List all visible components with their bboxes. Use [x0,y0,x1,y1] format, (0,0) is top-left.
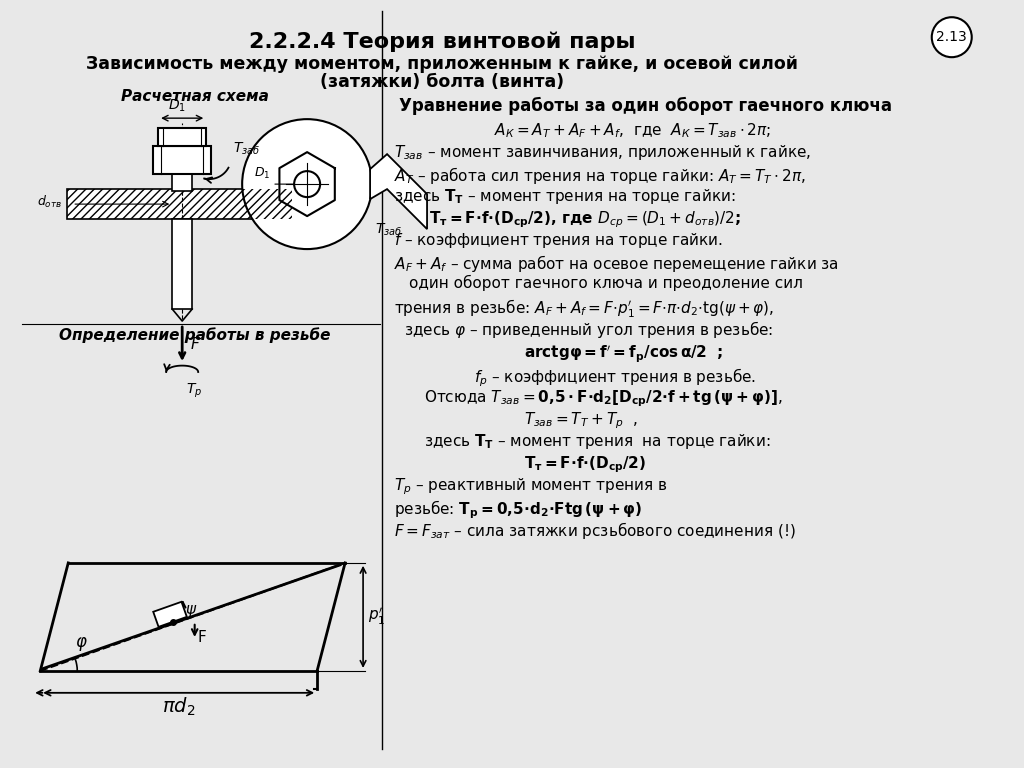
Text: $F = F_{зат}$ – сила затяжки рсзьбового соединения (!): $F = F_{зат}$ – сила затяжки рсзьбового … [394,520,796,541]
Circle shape [294,171,321,197]
Text: $d_{отв}$: $d_{отв}$ [37,194,62,210]
Bar [172,174,193,191]
Text: $A_К = A_Т + A_F + A_f$,  где  $A_К = T_{зав} \cdot 2\pi$;: $A_К = A_Т + A_F + A_f$, где $A_К = T_{з… [494,121,771,140]
Text: Зависимость между моментом, приложенным к гайке, и осевой силой: Зависимость между моментом, приложенным … [86,55,798,73]
Text: $F$: $F$ [190,336,201,352]
Text: трения в резьбе: $A_F + A_f = F{\cdot}p_1' = F{\cdot}\pi{\cdot}d_2{\cdot}\mathrm: трения в резьбе: $A_F + A_f = F{\cdot}p_… [394,297,774,319]
Text: резьбе: $\mathbf{T_р = 0{,}5{\cdot}d_2{\cdot}Ftg\,(\psi + \varphi)}$: резьбе: $\mathbf{T_р = 0{,}5{\cdot}d_2{\… [394,498,642,521]
Circle shape [242,119,372,249]
Text: $T_р$ – реактивный момент трения в: $T_р$ – реактивный момент трения в [394,476,668,497]
Polygon shape [154,602,186,627]
Text: ψ: ψ [185,602,196,617]
Polygon shape [370,154,427,229]
Bar [158,128,206,146]
Text: $f$ – коэффициент трения на торце гайки.: $f$ – коэффициент трения на торце гайки. [394,231,723,250]
Text: (затяжки) болта (винта): (затяжки) болта (винта) [319,73,564,91]
Text: $p_1'$: $p_1'$ [368,606,385,627]
Text: Расчетная схема: Расчетная схема [121,89,269,104]
Text: $f_p$ – коэффициент трения в резьбе.: $f_p$ – коэффициент трения в резьбе. [474,366,756,389]
Text: φ: φ [75,633,86,650]
Text: здесь $\mathbf{T_Т}$ – момент трения на торце гайки:: здесь $\mathbf{T_Т}$ – момент трения на … [394,187,735,206]
Bar [68,189,292,219]
Text: Отсюда $T_{зав} = \mathbf{0{,}5 \cdot F{\cdot}d_2[D_{ср}/2{\cdot}f + tg\,(\psi +: Отсюда $T_{зав} = \mathbf{0{,}5 \cdot F{… [424,388,782,409]
Bar [68,189,292,219]
Circle shape [932,17,972,57]
Text: здесь $\mathbf{T_Т}$ – момент трения  на торце гайки:: здесь $\mathbf{T_Т}$ – момент трения на … [424,432,770,451]
Text: 2.13: 2.13 [936,30,967,45]
Text: 2.2.2.4 Теория винтовой пары: 2.2.2.4 Теория винтовой пары [249,31,635,51]
Text: $T_{заб}$: $T_{заб}$ [233,141,260,157]
Text: $D_1$: $D_1$ [254,166,270,181]
Text: $T_{зав}$ – момент завинчивания, приложенный к гайке,: $T_{зав}$ – момент завинчивания, приложе… [394,143,811,162]
Text: $A_F + A_f$ – сумма работ на осевое перемещение гайки за: $A_F + A_f$ – сумма работ на осевое пере… [394,253,839,274]
Text: $\pi d_2$: $\pi d_2$ [162,696,195,718]
Text: $T_р$: $T_р$ [186,382,203,400]
Text: Уравнение работы за один оборот гаечного ключа: Уравнение работы за один оборот гаечного… [399,98,892,115]
Bar [154,146,211,174]
Text: $T_{зав} = T_Т + T_р$  ,: $T_{зав} = T_Т + T_р$ , [524,410,638,431]
Text: F: F [198,630,207,645]
Bar [172,219,193,309]
Text: один оборот гаечного ключа и преодоление сил: один оборот гаечного ключа и преодоление… [409,275,803,291]
Text: Определение работы в резьбе: Определение работы в резьбе [59,327,331,343]
Text: $D_1$: $D_1$ [168,98,186,114]
Text: $A_Т$ – работа сил трения на торце гайки: $A_Т = T_Т \cdot 2\pi$,: $A_Т$ – работа сил трения на торце гайки… [394,165,806,186]
Text: $\mathbf{T_т = F{\cdot}f{\cdot}(D_{ср}/2)}$: $\mathbf{T_т = F{\cdot}f{\cdot}(D_{ср}/2… [524,454,646,475]
Text: $\mathbf{T_т = F{\cdot}f{\cdot}(D_{ср}/2)}$, где $D_{ср} = (D_1 + d_{отв})/2$;: $\mathbf{T_т = F{\cdot}f{\cdot}(D_{ср}/2… [429,209,740,230]
Text: $T_{заб}$: $T_{заб}$ [375,222,402,239]
Text: здесь $\varphi$ – приведенный угол трения в резьбе:: здесь $\varphi$ – приведенный угол трени… [404,319,773,340]
Text: $\mathbf{arctg\varphi = f' = f_p/cos\,\alpha/2}$  ;: $\mathbf{arctg\varphi = f' = f_p/cos\,\a… [524,344,723,366]
